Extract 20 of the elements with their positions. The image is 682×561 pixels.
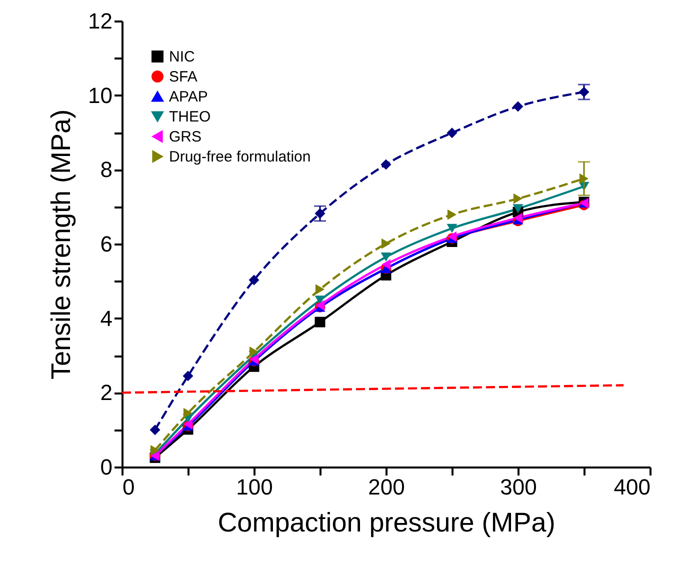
y-tick-label: 0 [100, 454, 112, 480]
y-tick-label: 6 [100, 232, 112, 256]
x-tick-label: 200 [368, 474, 405, 500]
legend-label: THEO [169, 108, 211, 126]
legend-label: SFA [169, 68, 198, 86]
x-axis-title: Compaction pressure (MPa) [218, 508, 556, 538]
legend-label: NIC [169, 48, 195, 66]
legend-label: GRS [169, 128, 202, 146]
y-axis-title: Tensile strength (MPa) [46, 109, 76, 380]
y-tick-label: 12 [88, 8, 112, 34]
y-tick-label: 4 [100, 306, 112, 331]
x-tick-label: 100 [236, 474, 273, 500]
y-tick-label: 8 [100, 157, 112, 182]
x-tick-label: 400 [614, 474, 650, 500]
x-tick-label: 0 [122, 474, 135, 500]
legend-label: Drug-free formulation [169, 148, 311, 166]
x-tick-label: 300 [500, 474, 537, 500]
y-tick-label: 10 [88, 82, 112, 108]
y-tick-label: 2 [100, 380, 112, 406]
legend-label: APAP [169, 88, 208, 106]
